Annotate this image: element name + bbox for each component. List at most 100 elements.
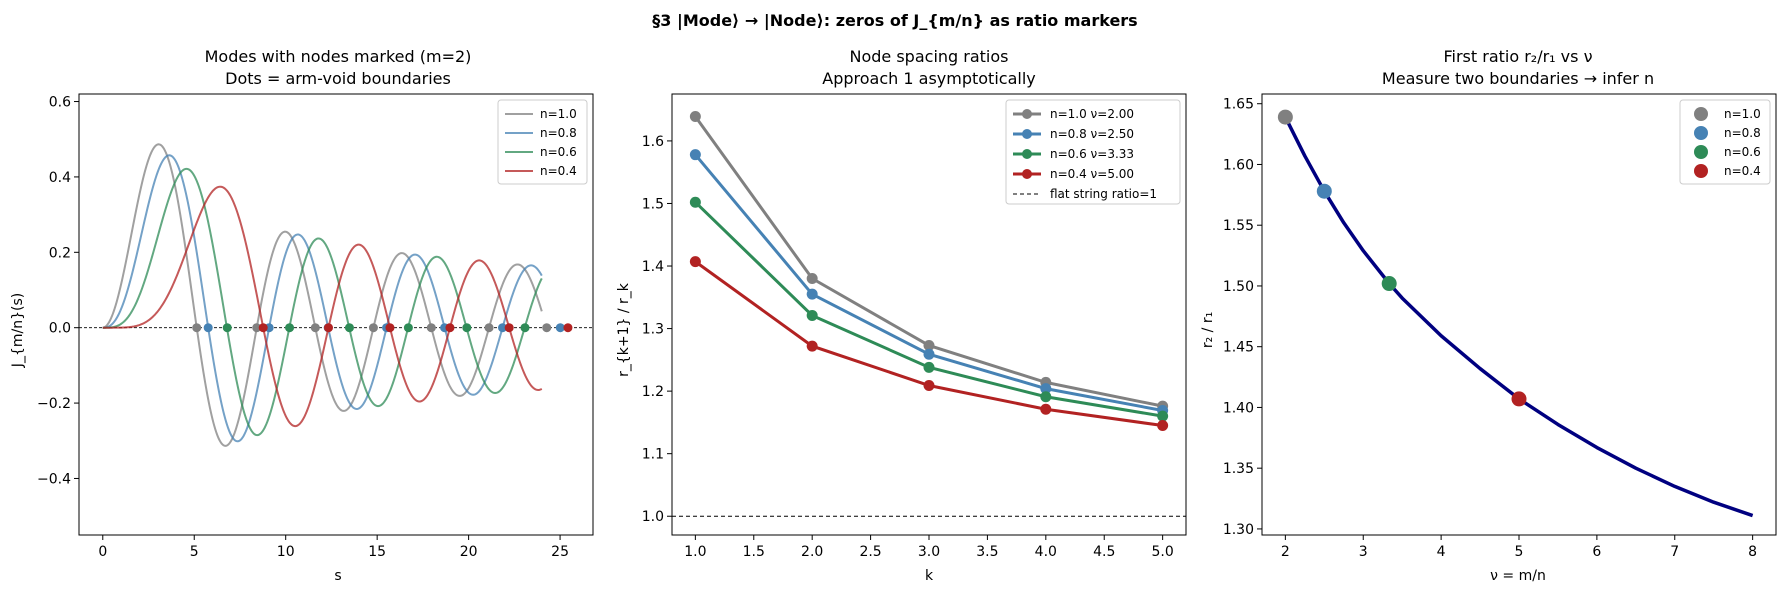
- p2-point-n=0.8 ν=2.50: [689, 149, 701, 161]
- p2-xtick-label: 2.0: [801, 544, 823, 560]
- p1-xtick-label: 5: [190, 544, 199, 560]
- p2-point-n=0.4 ν=5.00: [689, 256, 701, 268]
- p3-xtick-label: 8: [1748, 544, 1757, 560]
- p1-series-line-n=0.8: [102, 154, 543, 443]
- panel-2-ylabel: r_{k+1} / r_k: [616, 282, 632, 377]
- p3-xtick-label: 6: [1592, 544, 1601, 560]
- panel-3-title: First ratio r₂/r₁ vs ν: [1443, 47, 1592, 66]
- p1-node-marker-n=1.0: [192, 323, 202, 333]
- p2-axes-frame: [671, 93, 1187, 536]
- p2-xtick-label: 3.0: [918, 544, 940, 560]
- p3-point-n=0.8: [1316, 183, 1332, 199]
- p2-legend-marker: [1022, 129, 1032, 139]
- p3-point-n=1.0: [1277, 109, 1293, 125]
- p2-xtick-label: 4.0: [1035, 544, 1057, 560]
- p2-legend-label: n=0.8 ν=2.50: [1050, 127, 1134, 141]
- p1-axes-frame: [78, 93, 594, 536]
- p2-point-n=0.4 ν=5.00: [923, 379, 935, 391]
- p3-xtick-label: 3: [1359, 544, 1368, 560]
- p1-series-line-n=0.6: [102, 167, 543, 437]
- p2-point-n=0.8 ν=2.50: [1040, 383, 1052, 395]
- p1-xtick-label: 25: [551, 544, 569, 560]
- panel-1-subtitle: Dots = arm-void boundaries: [225, 69, 451, 88]
- panel-3-xlabel: ν = m/n: [1490, 568, 1546, 584]
- p2-point-n=1.0 ν=2.00: [923, 339, 935, 351]
- p2-point-n=0.4 ν=5.00: [1157, 420, 1169, 432]
- p1-node-marker-n=0.8: [498, 323, 508, 333]
- panel-3-ylabel: r₂ / r₁: [1200, 312, 1216, 348]
- p2-ytick-label: 1.2: [642, 384, 664, 400]
- p2-ytick-label: 1.3: [642, 322, 664, 338]
- p3-ytick-label: 1.50: [1223, 279, 1254, 295]
- p3-legend: [1679, 99, 1771, 185]
- p2-legend-label: flat string ratio=1: [1050, 187, 1157, 201]
- p1-node-marker-n=0.6: [403, 323, 413, 333]
- p1-node-marker-n=0.4: [385, 323, 395, 333]
- p2-point-n=0.8 ν=2.50: [923, 348, 935, 360]
- p1-node-marker-n=0.4: [323, 323, 333, 333]
- p1-node-marker-n=0.4: [445, 323, 455, 333]
- p2-point-n=0.4 ν=5.00: [1040, 403, 1052, 415]
- panel-modes: Modes with nodes marked (m=2) Dots = arm…: [10, 47, 594, 584]
- p1-node-marker-n=0.6: [222, 323, 232, 333]
- p2-xtick-label: 3.5: [976, 544, 998, 560]
- p3-ytick-label: 1.30: [1223, 522, 1254, 538]
- p1-node-marker-n=0.4: [258, 323, 268, 333]
- p3-point-n=0.6: [1381, 276, 1397, 292]
- panel-3-subtitle: Measure two boundaries → infer n: [1382, 69, 1654, 88]
- p3-xtick-label: 4: [1437, 544, 1446, 560]
- p1-legend-label: n=0.4: [540, 164, 577, 178]
- p2-legend-label: n=1.0 ν=2.00: [1050, 107, 1134, 121]
- p2-xtick-label: 2.5: [859, 544, 881, 560]
- p1-node-marker-n=1.0: [310, 323, 320, 333]
- panel-2-title: Node spacing ratios: [850, 47, 1009, 66]
- p2-legend: [1005, 99, 1181, 205]
- p1-node-marker-n=0.4: [563, 323, 573, 333]
- p1-legend-label: n=1.0: [540, 107, 577, 121]
- p3-ytick-label: 1.40: [1223, 400, 1254, 416]
- p3-xtick-label: 5: [1515, 544, 1524, 560]
- p3-ratio-curve: [1283, 116, 1754, 518]
- p2-legend-label: n=0.4 ν=5.00: [1050, 167, 1134, 181]
- p3-legend-label: n=1.0: [1724, 107, 1761, 121]
- p1-xtick-label: 10: [277, 544, 295, 560]
- p1-ytick-label: 0.2: [49, 245, 71, 261]
- p3-axes-frame: [1261, 93, 1777, 536]
- panel-2-subtitle: Approach 1 asymptotically: [822, 69, 1035, 88]
- p2-point-n=0.6 ν=3.33: [806, 309, 818, 321]
- p1-legend: [497, 99, 588, 185]
- p1-ytick-label: −0.4: [37, 471, 71, 487]
- p1-ytick-label: 0.4: [49, 170, 71, 186]
- p2-ytick-label: 1.6: [642, 134, 664, 150]
- p1-node-marker-n=0.8: [555, 323, 565, 333]
- p3-legend-label: n=0.6: [1724, 145, 1761, 159]
- p1-ytick-label: 0.0: [49, 321, 71, 337]
- p1-node-marker-n=1.0: [252, 323, 262, 333]
- p2-point-n=0.8 ν=2.50: [806, 288, 818, 300]
- p1-node-marker-n=0.6: [520, 323, 530, 333]
- p3-legend-label: n=0.8: [1724, 126, 1761, 140]
- p1-node-marker-n=1.0: [484, 323, 494, 333]
- p3-point-n=0.4: [1511, 391, 1527, 407]
- p3-xtick-label: 2: [1281, 544, 1290, 560]
- panel-1-title: Modes with nodes marked (m=2): [205, 47, 472, 66]
- p1-node-marker-n=0.8: [203, 323, 213, 333]
- p2-point-n=0.4 ν=5.00: [806, 340, 818, 352]
- p2-ytick-label: 1.1: [642, 447, 664, 463]
- p3-legend-marker: [1694, 164, 1708, 178]
- p2-legend-marker: [1022, 169, 1032, 179]
- p3-ytick-label: 1.45: [1223, 340, 1254, 356]
- panel-1-ylabel: J_{m/n}(s): [10, 293, 26, 368]
- p1-node-marker-n=1.0: [368, 323, 378, 333]
- p2-point-n=0.6 ν=3.33: [689, 196, 701, 208]
- p2-legend-label: n=0.6 ν=3.33: [1050, 147, 1134, 161]
- p2-ytick-label: 1.0: [642, 509, 664, 525]
- p1-xtick-label: 0: [98, 544, 107, 560]
- p3-ytick-label: 1.35: [1223, 461, 1254, 477]
- p3-xtick-label: 7: [1670, 544, 1679, 560]
- p2-legend-marker: [1022, 149, 1032, 159]
- p3-ytick-label: 1.55: [1223, 218, 1254, 234]
- p3-ytick-label: 1.60: [1223, 157, 1254, 173]
- p2-xtick-label: 1.0: [684, 544, 706, 560]
